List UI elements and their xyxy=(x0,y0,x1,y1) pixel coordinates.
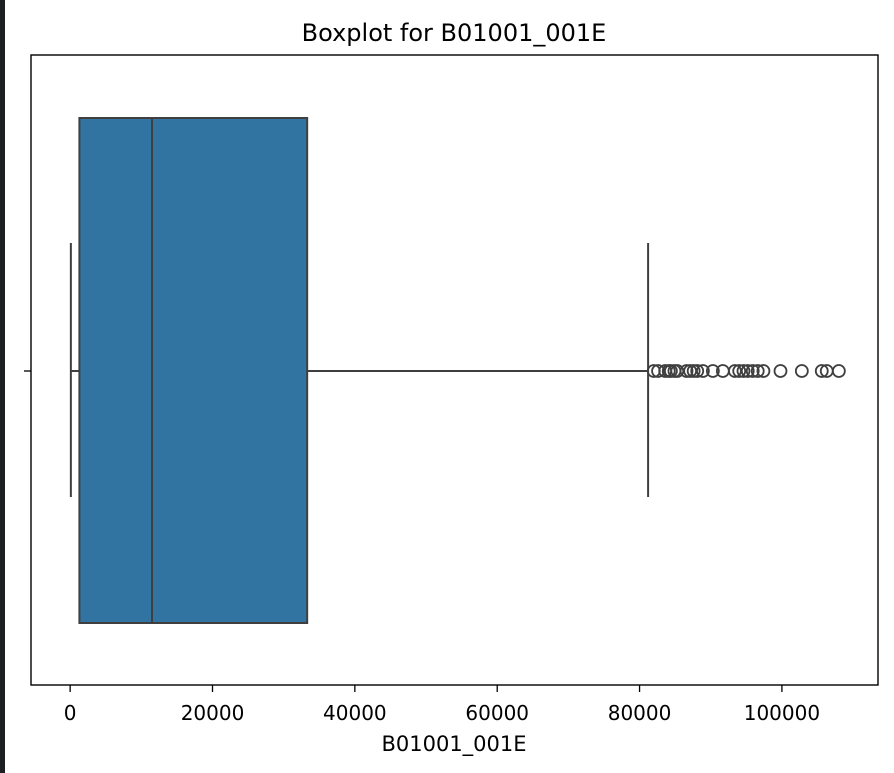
outlier-point xyxy=(740,364,755,378)
x-tick-label: 60000 xyxy=(465,701,529,725)
x-tick-label: 20000 xyxy=(181,701,245,725)
iqr-box xyxy=(78,117,309,624)
chart-title: Boxplot for B01001_001E xyxy=(302,19,607,47)
plot-frame xyxy=(30,54,879,686)
outlier-point xyxy=(690,364,705,378)
plot-area xyxy=(69,117,846,624)
outlier-point xyxy=(773,364,788,378)
outlier-point xyxy=(663,364,678,378)
outlier-point xyxy=(745,364,760,378)
x-axis-label: B01001_001E xyxy=(381,732,526,757)
outlier-point xyxy=(696,364,710,378)
x-tick-label: 80000 xyxy=(608,701,672,725)
outlier-point xyxy=(705,364,720,378)
window-edge-strip xyxy=(0,0,5,773)
outlier-point xyxy=(750,364,765,378)
outlier-point xyxy=(814,364,829,378)
x-axis: 0 20000 40000 60000 80000 100000 xyxy=(64,685,820,725)
outlier-point xyxy=(679,364,694,378)
outlier-point xyxy=(794,364,809,378)
outlier-point xyxy=(732,364,747,378)
outlier-point xyxy=(831,364,846,378)
x-tick-label: 0 xyxy=(64,701,77,725)
outlier-point xyxy=(756,364,771,378)
x-tick-label: 40000 xyxy=(323,701,387,725)
outlier-point xyxy=(686,364,701,378)
outlier-point xyxy=(736,364,751,378)
x-tick-label: 100000 xyxy=(744,701,820,725)
